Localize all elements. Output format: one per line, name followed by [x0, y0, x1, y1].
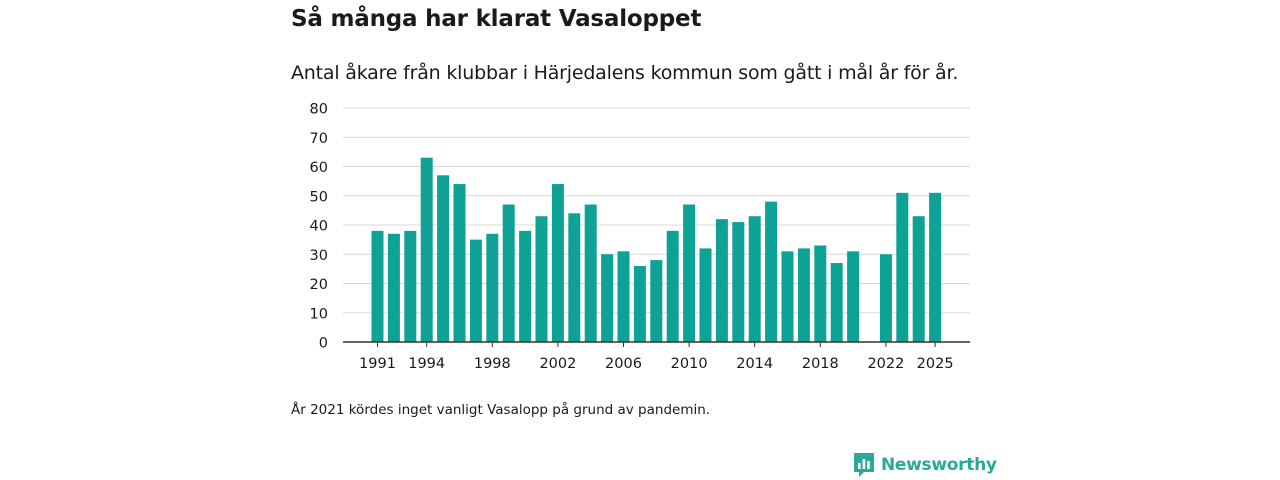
footnote: År 2021 kördes inget vanligt Vasalopp på… [291, 402, 711, 418]
newsworthy-chart-icon [854, 453, 874, 477]
y-tick-label: 0 [319, 336, 328, 352]
bar-2008 [650, 260, 663, 342]
y-tick-label: 50 [310, 189, 328, 205]
bar-2002 [551, 184, 564, 342]
y-tick-label: 70 [310, 131, 328, 147]
bar-2023 [896, 192, 909, 342]
x-tick-label: 2002 [539, 356, 576, 372]
bar-2004 [584, 204, 597, 342]
bar-2000 [519, 230, 532, 342]
bar-2020 [847, 251, 860, 342]
bar-1999 [502, 204, 515, 342]
bar-2022 [879, 254, 892, 342]
bar-2006 [617, 251, 630, 342]
bar-2001 [535, 216, 548, 342]
bar-1993 [404, 230, 417, 342]
chart-subtitle: Antal åkare från klubbar i Härjedalens k… [291, 62, 959, 84]
logo-text: Newsworthy [881, 455, 997, 475]
bar-2010 [683, 204, 696, 342]
bar-1991 [371, 230, 384, 342]
bar-2007 [633, 265, 646, 342]
y-tick-label: 20 [310, 277, 328, 293]
bar-2012 [715, 219, 728, 342]
newsworthy-logo: Newsworthy [853, 452, 997, 478]
bar-2024 [912, 216, 925, 342]
bar-2017 [797, 248, 810, 342]
y-tick-label: 60 [310, 160, 328, 176]
y-axis-ticks: 0 10 20 30 40 50 60 70 80 [310, 102, 328, 352]
bar-1992 [387, 233, 400, 342]
bar-2013 [732, 222, 745, 342]
x-tick-label: 2010 [671, 356, 708, 372]
x-axis-ticks: 1991 1994 1998 2002 2006 2010 2014 2018 2022 2025 [359, 342, 954, 372]
bar-1997 [469, 239, 482, 342]
bar-2016 [781, 251, 794, 342]
bar-2003 [568, 213, 581, 342]
y-tick-label: 10 [310, 306, 328, 322]
x-tick-label: 2006 [605, 356, 642, 372]
x-tick-label: 2014 [736, 356, 773, 372]
bar-2018 [814, 245, 827, 342]
bar-1994 [420, 157, 433, 342]
y-tick-label: 40 [310, 219, 328, 235]
bar-1998 [486, 233, 499, 342]
x-tick-label: 2022 [867, 356, 904, 372]
x-tick-label: 2018 [802, 356, 839, 372]
bar-2005 [601, 254, 614, 342]
bar-2011 [699, 248, 712, 342]
bar-2019 [830, 263, 843, 342]
x-tick-label: 2025 [917, 356, 954, 372]
y-tick-label: 30 [310, 248, 328, 264]
bar-2014 [748, 216, 761, 342]
bar-2015 [765, 201, 778, 342]
bars [371, 157, 942, 342]
bar-2009 [666, 230, 679, 342]
bar-1996 [453, 184, 466, 342]
y-tick-label: 80 [310, 102, 328, 118]
bar-1995 [437, 175, 450, 342]
x-tick-label: 1991 [359, 356, 396, 372]
x-tick-label: 1998 [474, 356, 511, 372]
bar-2025 [929, 192, 942, 342]
chart-title: Så många har klarat Vasaloppet [291, 6, 702, 32]
x-tick-label: 1994 [408, 356, 445, 372]
